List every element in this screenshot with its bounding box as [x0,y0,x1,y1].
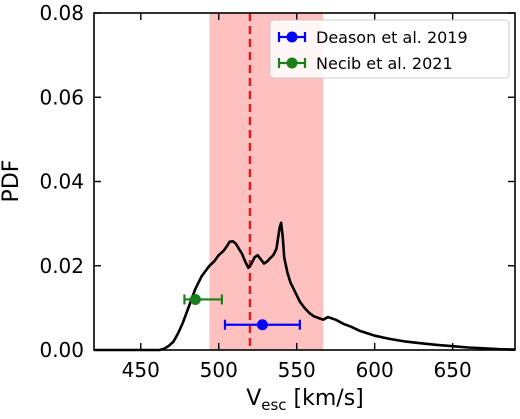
legend-entry-1-marker [286,31,298,43]
y-axis-label: PDF [0,160,24,203]
legend-entry-2-label: Necib et al. 2021 [316,54,453,73]
errorbar-2-point [189,293,201,305]
x-tick-label-500: 500 [200,358,238,382]
legend-entry-1-label: Deason et al. 2019 [316,28,468,47]
y-axis: 0.00 0.02 0.04 0.06 0.08 [39,1,515,362]
errorbar-1-point [256,319,268,331]
legend: Deason et al. 2019 Necib et al. 2021 [269,19,510,79]
legend-box [269,19,510,79]
legend-entry-2-marker [286,57,298,69]
x-axis-label-unit: [km/s] [287,386,364,411]
x-axis-label-subscript: esc [261,396,286,414]
pdf-curve-layer [94,221,516,352]
y-tick-label-3: 0.06 [39,85,84,109]
x-axis-label: Vesc [km/s] [246,386,364,414]
pdf-curve [94,221,516,352]
x-axis: 450 500 550 600 650 [122,13,472,382]
x-tick-label-650: 650 [434,358,472,382]
y-tick-label-4: 0.08 [39,1,84,25]
y-tick-label-0: 0.00 [39,338,84,362]
y-tick-label-1: 0.02 [39,254,84,278]
x-tick-label-600: 600 [356,358,394,382]
x-tick-label-450: 450 [122,358,160,382]
y-tick-label-2: 0.04 [39,170,84,194]
x-tick-label-550: 550 [278,358,316,382]
x-axis-label-main: V [246,386,261,411]
errorbar-layer [183,293,301,331]
